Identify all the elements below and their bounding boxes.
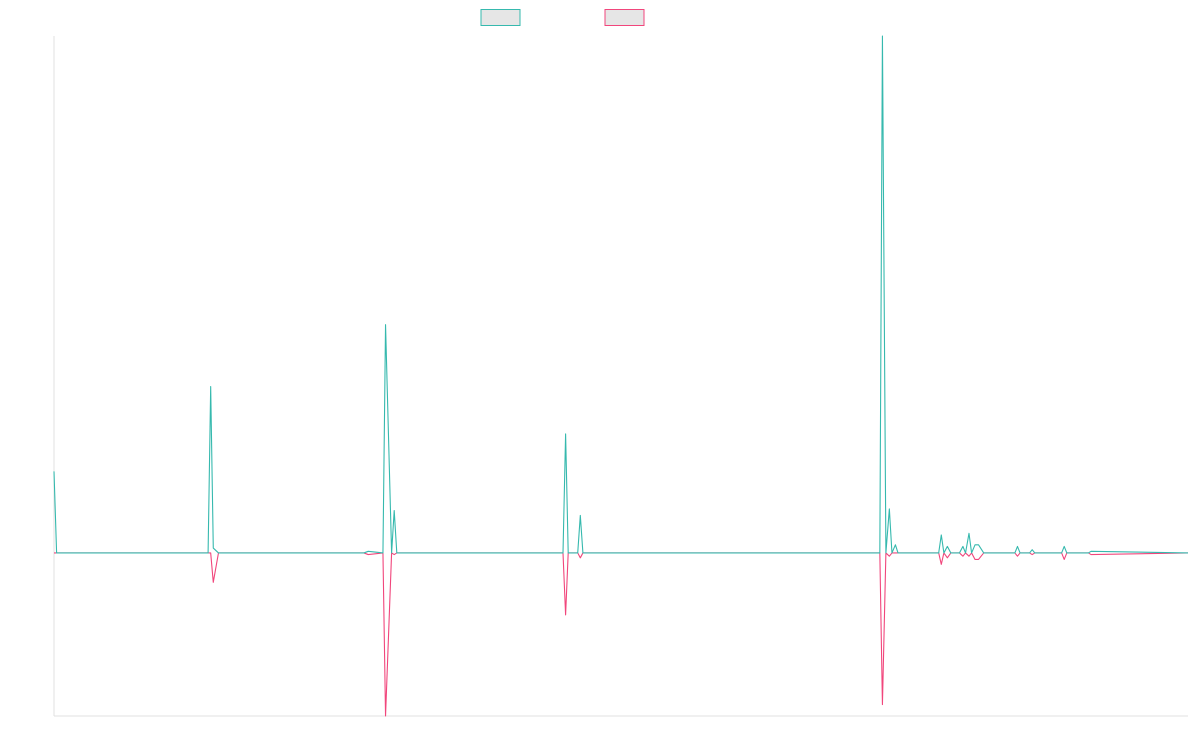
series-line-2 — [54, 552, 1189, 717]
legend — [480, 9, 645, 26]
plot-area — [53, 35, 1189, 717]
series-line-1 — [53, 35, 1189, 554]
axes — [53, 36, 1188, 717]
legend-swatch-2 — [604, 9, 645, 26]
legend-swatch-1 — [480, 9, 521, 26]
